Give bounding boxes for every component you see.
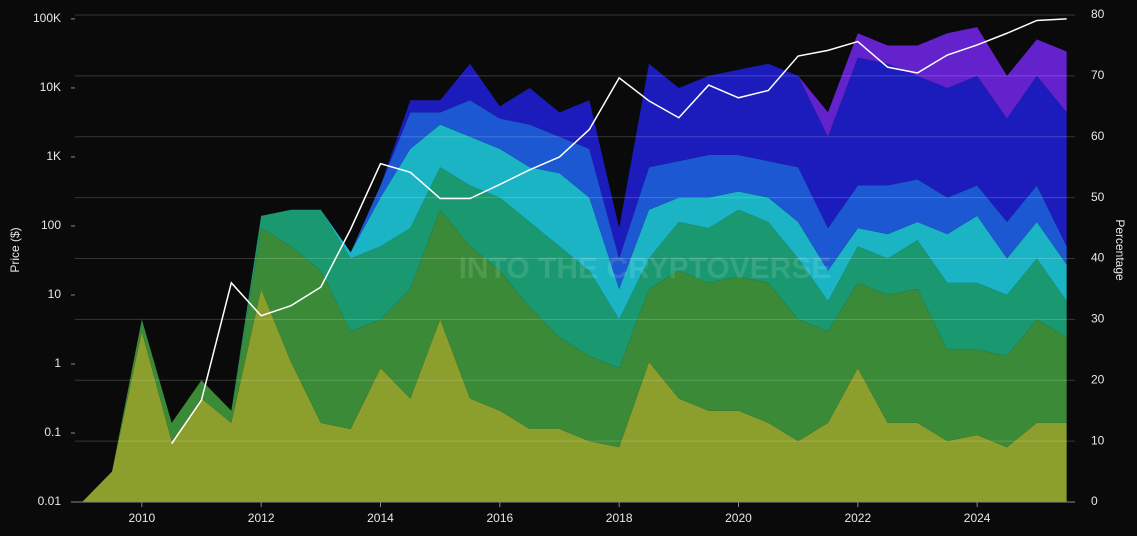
stacked-area	[82, 124, 1067, 502]
stacked-area	[82, 167, 1067, 502]
x-tick-label: 2010	[128, 511, 155, 525]
stacked-area	[82, 209, 1067, 503]
y2-tick-label: 70	[1091, 68, 1105, 82]
areas	[82, 27, 1067, 503]
x-tick-label: 2020	[725, 511, 752, 525]
y2-tick-label: 0	[1091, 494, 1098, 508]
y-axis-label: Price ($)	[8, 227, 22, 272]
x-tick-label: 2012	[248, 511, 275, 525]
x-tick-label: 2016	[486, 511, 513, 525]
stacked-area	[82, 288, 1067, 502]
y2-tick-label: 30	[1091, 312, 1105, 326]
x-tick-label: 2024	[964, 511, 991, 525]
x-tick-label: 2014	[367, 511, 394, 525]
y2-tick-label: 50	[1091, 190, 1105, 204]
watermark: INTO THE CRYPTOVERSE	[459, 252, 832, 285]
y2-tick-label: 40	[1091, 251, 1105, 265]
y-tick-label: 0.1	[44, 425, 61, 439]
price-line	[171, 18, 1067, 445]
y2-tick-label: 20	[1091, 372, 1105, 386]
y-tick-label: 1K	[46, 149, 61, 163]
y-tick-label: 10	[48, 287, 62, 301]
y-tick-label: 10K	[40, 80, 61, 94]
y2-axis-label: Percentage	[1113, 219, 1127, 281]
grid	[75, 14, 1075, 503]
y-tick-label: 0.01	[38, 494, 62, 508]
lines	[171, 18, 1067, 445]
y-tick-label: 1	[54, 356, 61, 370]
y2-tick-label: 60	[1091, 129, 1105, 143]
y2-tick-label: 10	[1091, 433, 1105, 447]
y-tick-label: 100	[41, 218, 61, 232]
y-tick-label: 100K	[33, 11, 61, 25]
stacked-area	[82, 27, 1067, 503]
y2-tick-label: 80	[1091, 7, 1105, 21]
stacked-area	[82, 57, 1067, 503]
x-tick-label: 2022	[844, 511, 871, 525]
stacked-area	[82, 100, 1067, 502]
x-tick-label: 2018	[606, 511, 633, 525]
